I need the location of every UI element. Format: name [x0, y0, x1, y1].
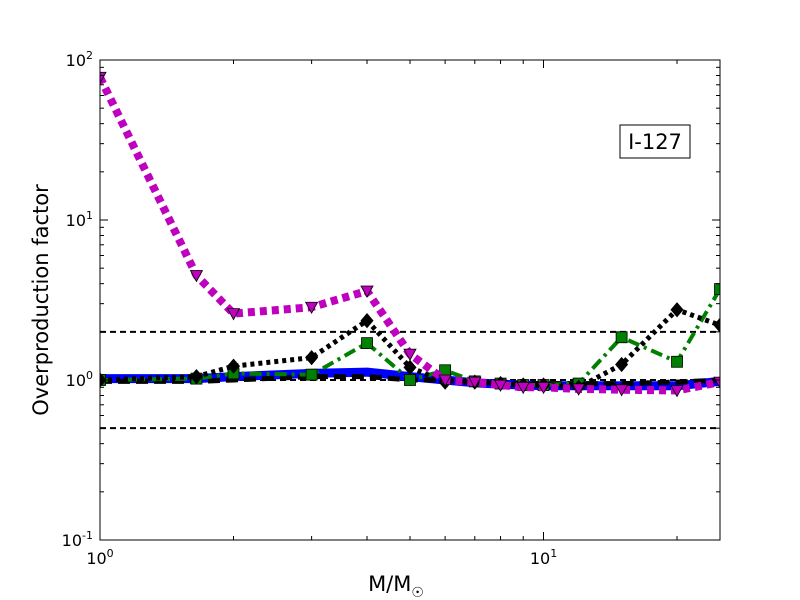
series-4-point [670, 302, 684, 318]
series-3-point [671, 355, 683, 368]
series-4-point [615, 356, 629, 373]
series-5-point [614, 384, 629, 397]
annotation-label: I-127 [628, 130, 682, 154]
series-3-point [305, 368, 318, 381]
series-3-point [615, 331, 628, 344]
y-tick-label: 100 [66, 369, 93, 390]
series-layer [100, 71, 720, 398]
series-5-point [493, 379, 508, 392]
series-2 [100, 374, 720, 387]
series-5-point [360, 285, 374, 298]
series-5-point [189, 270, 204, 283]
series-3-point [404, 374, 416, 386]
series-5-point [226, 308, 241, 321]
series-4-point [226, 358, 241, 374]
series-5-point [670, 385, 684, 398]
series-4-point [713, 317, 720, 333]
series-4-point [305, 350, 319, 366]
plot-area [100, 60, 720, 540]
series-5-point [516, 381, 530, 395]
series-line-2 [100, 374, 720, 387]
annotation-box: I-127 [619, 124, 691, 159]
y-tick-label: 101 [66, 209, 93, 230]
series-5-point [536, 381, 551, 395]
series-3-point [714, 283, 720, 295]
y-tick-label: 102 [66, 49, 93, 70]
series-3-point [361, 337, 373, 350]
x-tick-label: 101 [530, 547, 557, 568]
series-5-point [468, 376, 482, 389]
x-tick-label: 100 [86, 547, 113, 568]
series-5-point [438, 374, 452, 387]
plot-frame [99, 59, 721, 541]
series-4-point [403, 359, 417, 375]
series-4-point [189, 368, 203, 385]
series-5 [100, 71, 720, 398]
series-5-point [304, 301, 319, 315]
y-tick-label: 10-1 [62, 529, 93, 550]
series-3-point [439, 364, 452, 377]
series-5-point [403, 348, 417, 362]
y-axis-label: Overproduction factor [29, 184, 53, 416]
x-axis-label: M/M☉ [368, 572, 424, 600]
series-4-point [360, 313, 374, 329]
series-5-point [571, 383, 586, 396]
